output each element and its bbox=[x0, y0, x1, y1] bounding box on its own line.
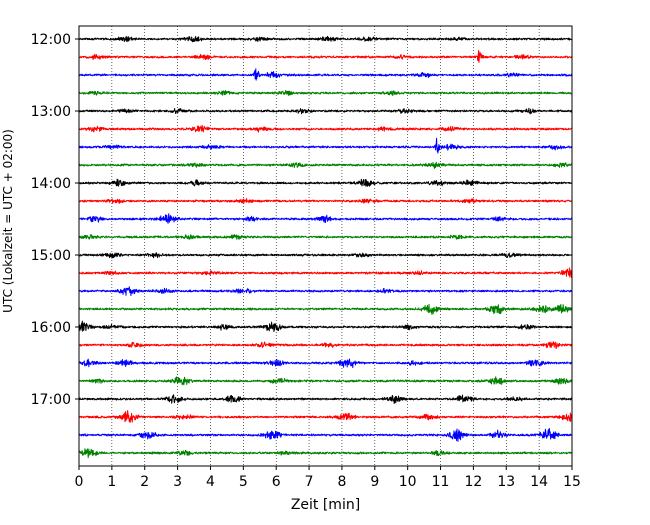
trace-1245 bbox=[78, 89, 573, 96]
x-tick-label: 7 bbox=[305, 474, 314, 490]
trace-1415 bbox=[78, 198, 573, 204]
x-tick-label: 1 bbox=[107, 474, 116, 490]
trace-1530 bbox=[78, 286, 573, 297]
trace-1700 bbox=[78, 394, 573, 405]
trace-1200 bbox=[78, 35, 573, 43]
x-tick-label: 2 bbox=[140, 474, 149, 490]
trace-1730 bbox=[78, 427, 573, 442]
plot-frame bbox=[78, 25, 573, 467]
y-axis-label: UTC (Lokalzeit = UTC + 02:00) bbox=[1, 129, 15, 313]
x-tick-label: 15 bbox=[563, 474, 581, 490]
x-tick-label: 12 bbox=[464, 474, 482, 490]
y-tick-label: 12:00 bbox=[31, 32, 71, 48]
traces bbox=[78, 35, 573, 459]
trace-1645 bbox=[78, 376, 573, 386]
trace-1715 bbox=[78, 410, 573, 423]
trace-1400 bbox=[78, 178, 573, 187]
x-ticks: 0 1 2 3 4 5 6 7 8 9 10 11 12 13 14 15 bbox=[75, 466, 581, 490]
x-tick-label: 14 bbox=[530, 474, 548, 490]
x-tick-label: 4 bbox=[206, 474, 215, 490]
trace-1630 bbox=[78, 358, 573, 369]
trace-1300 bbox=[78, 107, 573, 115]
trace-1445 bbox=[78, 234, 573, 240]
y-ticks: 12:00 13:00 14:00 15:00 16:00 17:00 bbox=[31, 32, 79, 408]
trace-1615 bbox=[78, 341, 573, 350]
trace-1600 bbox=[78, 320, 573, 332]
x-tick-label: 6 bbox=[272, 474, 281, 490]
y-tick-label: 15:00 bbox=[31, 248, 71, 264]
trace-1430 bbox=[78, 213, 573, 224]
x-tick-label: 11 bbox=[432, 474, 450, 490]
trace-1230 bbox=[78, 68, 573, 81]
trace-1515 bbox=[78, 267, 573, 278]
trace-1215 bbox=[78, 49, 573, 63]
x-tick-label: 10 bbox=[399, 474, 417, 490]
grid-lines bbox=[111, 26, 540, 466]
y-tick-label: 16:00 bbox=[31, 320, 71, 336]
y-tick-label: 17:00 bbox=[31, 392, 71, 408]
x-tick-label: 0 bbox=[75, 474, 84, 490]
trace-1745 bbox=[78, 448, 573, 459]
trace-1545 bbox=[78, 303, 573, 315]
y-tick-label: 14:00 bbox=[31, 176, 71, 192]
x-tick-label: 9 bbox=[370, 474, 379, 490]
x-tick-label: 8 bbox=[337, 474, 346, 490]
trace-1345 bbox=[78, 161, 573, 169]
x-tick-label: 3 bbox=[173, 474, 182, 490]
trace-1315 bbox=[78, 125, 573, 133]
y-tick-label: 13:00 bbox=[31, 104, 71, 120]
x-axis-label: Zeit [min] bbox=[291, 497, 360, 513]
x-tick-label: 5 bbox=[239, 474, 248, 490]
trace-1330 bbox=[78, 137, 573, 154]
x-tick-label: 13 bbox=[497, 474, 515, 490]
trace-1500 bbox=[78, 252, 573, 259]
